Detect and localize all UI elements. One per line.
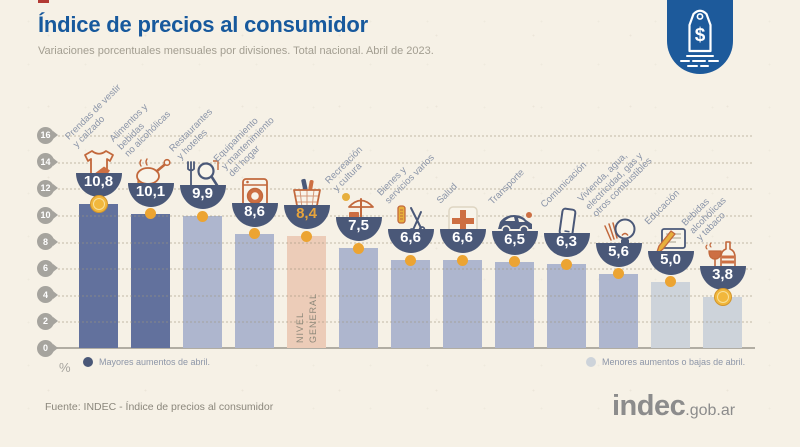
- y-axis-tick: 8: [37, 233, 58, 251]
- bar-4: [235, 233, 274, 348]
- price-tag-icon: $: [680, 9, 719, 67]
- category-label: Educación: [642, 187, 682, 228]
- bar-11: [599, 273, 638, 348]
- gridline: [58, 268, 752, 271]
- value-label: 6,6: [400, 229, 421, 247]
- value-label: 10,8: [83, 173, 114, 191]
- y-axis-tick: 4: [37, 286, 58, 304]
- value-label: 8,6: [244, 202, 265, 220]
- coin-marker: [713, 288, 732, 307]
- coin-marker: [89, 195, 108, 214]
- dot-marker: [249, 228, 260, 240]
- indec-logo-text: indec: [612, 390, 686, 422]
- clothing-icon: [77, 146, 121, 182]
- gridline: [58, 135, 752, 138]
- bar-7: [391, 260, 430, 348]
- y-axis-unit: %: [59, 360, 71, 375]
- dot-marker: [613, 268, 624, 280]
- bar-10: [547, 264, 586, 348]
- category-label: Recreación y cultura: [322, 144, 365, 194]
- food-icon: [129, 156, 173, 192]
- bar-9: [495, 261, 534, 348]
- bar-6: [339, 248, 378, 348]
- value-label: 10,1: [135, 182, 166, 200]
- value-label: 8,4: [296, 205, 317, 223]
- legend-label-mayores: Mayores aumentos de abril.: [99, 357, 211, 367]
- value-bowl: 5,0: [647, 250, 694, 275]
- value-label: 6,3: [556, 233, 577, 251]
- value-bowl: 10,8: [75, 173, 122, 198]
- dot-marker: [145, 208, 156, 220]
- indec-logo-suffix: .gob.ar: [685, 402, 736, 419]
- legend-dot-menores: [586, 357, 596, 367]
- value-label: 6,6: [452, 229, 473, 247]
- dot-marker: [405, 254, 416, 266]
- dot-marker: [665, 276, 676, 287]
- restaurant-icon: [181, 158, 225, 194]
- y-axis-tick: 16: [37, 126, 58, 144]
- y-axis-tick: 10: [37, 206, 58, 224]
- value-bowl: 10,1: [127, 182, 174, 207]
- y-axis-tick: 14: [37, 153, 58, 171]
- value-label: 5,6: [608, 242, 629, 260]
- value-label: 7,5: [348, 217, 369, 235]
- value-label: 9,9: [192, 185, 213, 203]
- accent-dash: [38, 0, 49, 3]
- value-bowl: 5,6: [595, 242, 642, 267]
- value-bowl: 8,4: [283, 205, 330, 230]
- category-label: Bienes y servicios varios: [374, 152, 436, 206]
- gridline: [58, 161, 752, 164]
- value-bowl: 9,9: [179, 185, 226, 210]
- source-note: Fuente: INDEC - Índice de precios al con…: [45, 401, 274, 413]
- value-label: 3,8: [712, 266, 733, 284]
- category-label: Vivienda, agua, electricidad, gas y otros …: [575, 150, 655, 220]
- gridline: [58, 188, 752, 191]
- value-bowl: 3,8: [699, 266, 746, 291]
- value-label: 5,0: [660, 250, 681, 268]
- gridline: [58, 321, 752, 324]
- value-bowl: 6,3: [543, 233, 590, 258]
- legend-label-menores: Menores aumentos o bajas de abril.: [602, 357, 746, 367]
- bar-1: [79, 204, 118, 348]
- y-axis-tick: 0: [37, 339, 58, 357]
- y-axis-tick: 2: [37, 312, 58, 330]
- education-icon: [649, 224, 693, 260]
- y-axis-tick: 12: [37, 179, 58, 197]
- value-bowl: 6,5: [491, 230, 538, 255]
- dot-marker: [457, 254, 468, 266]
- indec-logo: indec .gob.ar: [612, 390, 735, 423]
- home-equipment-icon: [233, 176, 277, 212]
- value-bowl: 7,5: [335, 217, 382, 242]
- dot-marker: [509, 256, 520, 268]
- communication-icon: [545, 206, 589, 242]
- value-bowl: 6,6: [439, 229, 486, 254]
- legend-menores: Menores aumentos o bajas de abril.: [586, 357, 745, 367]
- price-tag-badge: $: [667, 0, 733, 74]
- page-subtitle: Variaciones porcentuales mensuales por d…: [38, 45, 434, 57]
- dot-marker: [197, 210, 208, 222]
- gridline: [58, 294, 752, 297]
- legend-dot-mayores: [83, 357, 93, 367]
- bar-12: [651, 281, 690, 348]
- dot-marker: [561, 258, 572, 270]
- dot-marker: [301, 230, 312, 242]
- value-bowl: 6,6: [387, 229, 434, 254]
- page-title: Índice de precios al consumidor: [38, 12, 368, 37]
- y-axis-tick: 6: [37, 259, 58, 277]
- legend-mayores: Mayores aumentos de abril.: [83, 357, 210, 367]
- bar-5: NIVEL GENERAL: [287, 236, 326, 348]
- bar-2: [131, 213, 170, 348]
- dot-marker: [353, 242, 364, 254]
- value-label: 6,5: [504, 230, 525, 248]
- bar-8: [443, 260, 482, 348]
- dollar-sign: $: [695, 25, 706, 46]
- bar-3: [183, 216, 222, 348]
- value-bowl: 8,6: [231, 202, 278, 227]
- bar-inline-label: NIVEL GENERAL: [294, 292, 318, 343]
